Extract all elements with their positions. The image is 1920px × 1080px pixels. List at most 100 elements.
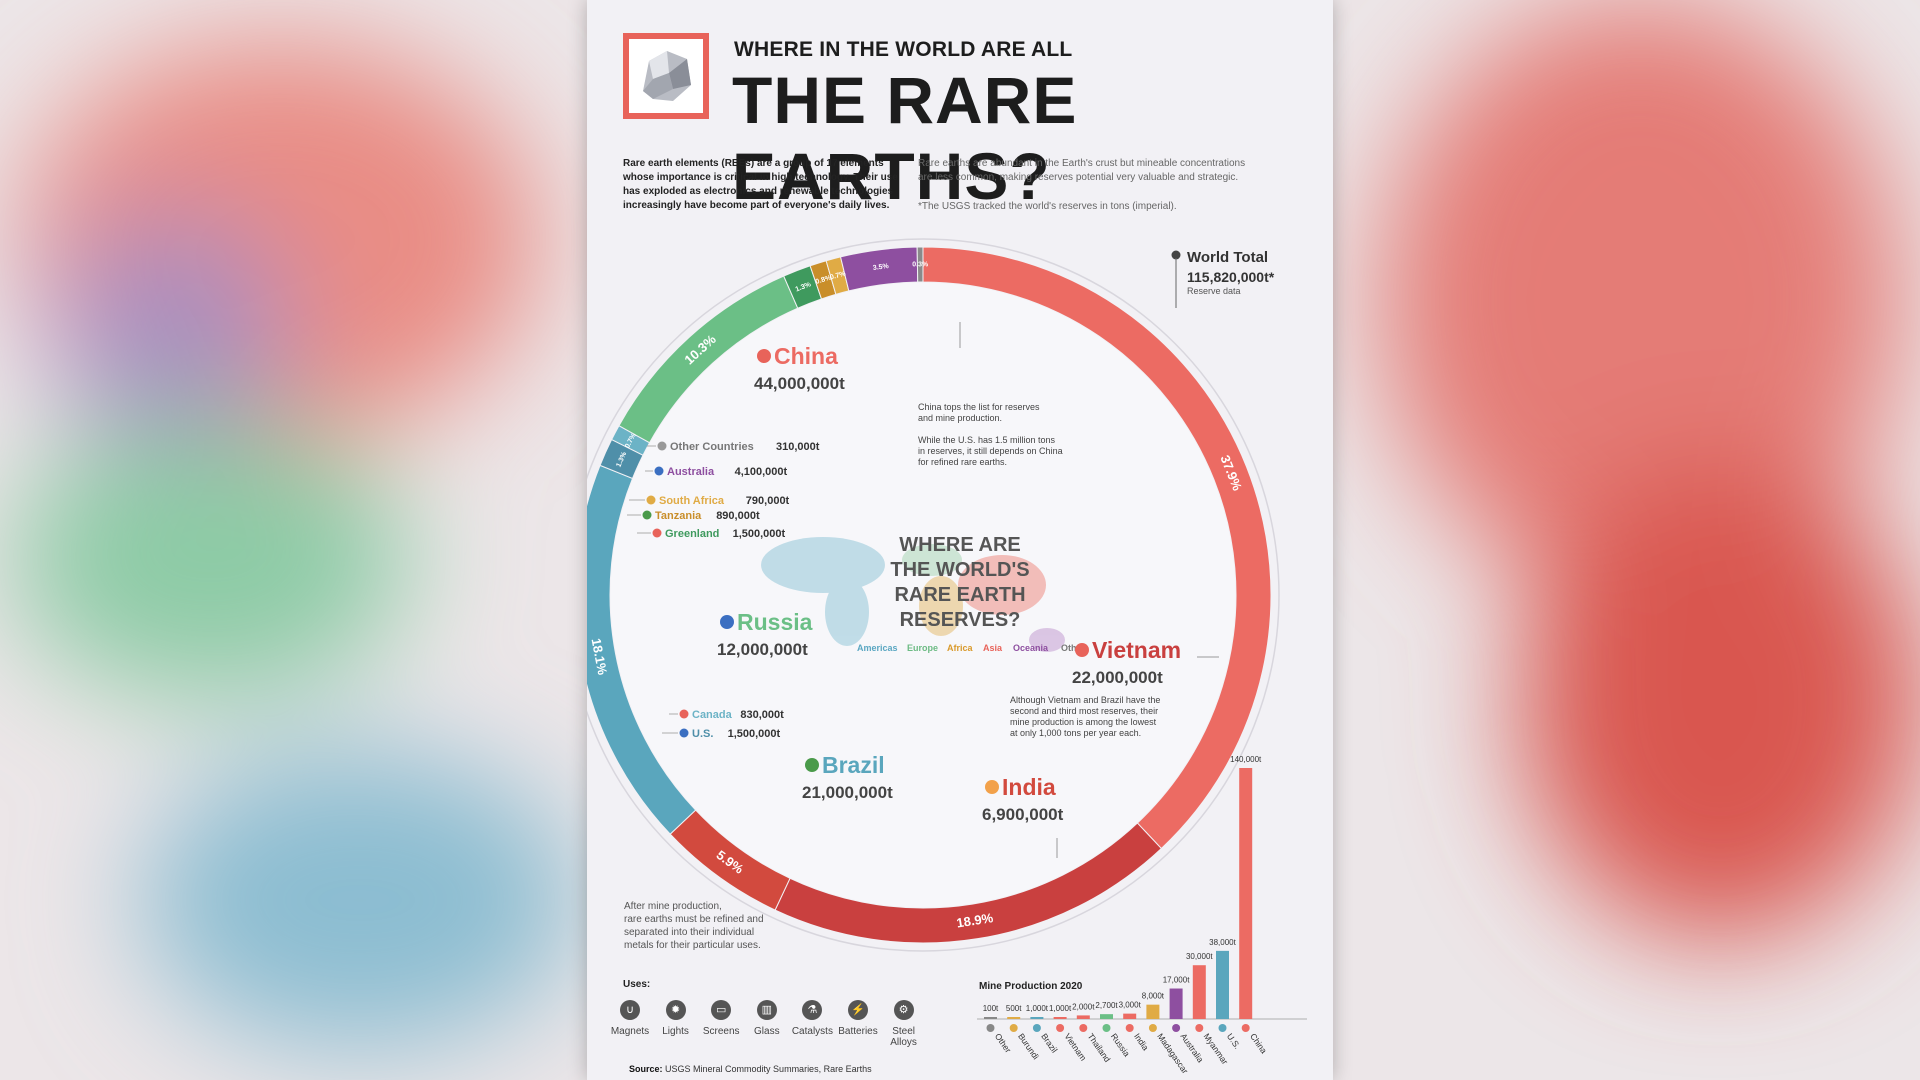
country-name-russia: Russia — [737, 609, 813, 635]
bar-value-label-other: 100t — [983, 1004, 999, 1013]
country-value-china: 44,000,000t — [754, 374, 845, 393]
china-note-line-1: and mine production. — [918, 413, 1002, 423]
bar-russia — [1100, 1014, 1113, 1019]
flag-canada — [679, 709, 689, 719]
donut-slice-other-countries — [916, 246, 924, 283]
bar-thailand — [1076, 1015, 1090, 1019]
lightbulb-icon: ✹ — [665, 1000, 686, 1020]
bar-flag-burundi — [1009, 1024, 1018, 1032]
bar-category-label-other: Other — [993, 1031, 1013, 1054]
flag-india — [985, 780, 999, 794]
bar-flag-china — [1241, 1024, 1250, 1032]
bar-flag-russia — [1102, 1024, 1111, 1032]
bar-category-label-burundi: Burundi — [1016, 1031, 1041, 1061]
pct-label-brazil: 18.1% — [589, 637, 611, 676]
bar-value-label-brazil: 1,000t — [1026, 1004, 1049, 1013]
bar-category-label-u-s: U.S. — [1225, 1031, 1243, 1050]
country-name-brazil: Brazil — [822, 752, 885, 778]
use-label-steel-alloys: Steel Alloys — [890, 1026, 917, 1048]
country-name-vietnam: Vietnam — [1092, 637, 1181, 663]
source-label: Source: — [629, 1064, 663, 1074]
china-note-line-5: for refined rare earths. — [918, 457, 1007, 467]
pct-label-other-countries: 0.3% — [912, 261, 929, 268]
bar-value-label-australia: 17,000t — [1163, 976, 1190, 985]
bar-other — [984, 1017, 997, 1019]
legend-americas: Americas — [857, 643, 898, 653]
map-landmass-2 — [902, 544, 962, 576]
use-screens: ▭ Screens — [699, 1000, 743, 1037]
bar-burundi — [1007, 1017, 1021, 1019]
legend-europe: Europe — [907, 643, 938, 653]
metal-rock-icon — [643, 51, 691, 101]
vietnam-note-line-2: mine production is among the lowest — [1010, 717, 1157, 727]
center-title-line-3: RARE EARTH — [894, 584, 1025, 606]
bar-value-label-madagascar: 8,000t — [1142, 992, 1165, 1001]
pct-label-tanzania: 0.8% — [815, 274, 833, 286]
flag-tanzania — [642, 510, 652, 520]
country-value-vietnam: 22,000,000t — [1072, 668, 1163, 687]
pct-label-vietnam: 18.9% — [955, 910, 994, 931]
screen-icon: ▭ — [711, 1000, 732, 1020]
bar-flag-brazil — [1032, 1024, 1041, 1032]
country-name-tanzania: Tanzania — [655, 510, 702, 522]
country-value-russia: 12,000,000t — [717, 640, 808, 659]
bar-madagascar — [1146, 1004, 1160, 1019]
bar-value-label-russia: 2,700t — [1095, 1001, 1118, 1010]
use-magnets: ∪ Magnets — [608, 1000, 652, 1037]
country-name-china: China — [774, 343, 838, 369]
use-label-glass: Glass — [754, 1026, 780, 1037]
use-glass: ▥ Glass — [745, 1000, 789, 1037]
bar-flag-madagascar — [1148, 1024, 1157, 1032]
rare-earth-logo — [623, 33, 709, 119]
flag-china — [757, 349, 771, 363]
magnet-icon: ∪ — [620, 1000, 640, 1020]
country-name-india: India — [1002, 774, 1056, 800]
china-note-line-4: in reserves, it still depends on China — [918, 446, 1063, 456]
country-value-south-africa: 790,000t — [746, 495, 790, 507]
flag-greenland — [652, 528, 662, 538]
flag-australia — [654, 466, 664, 476]
center-title-line-2: THE WORLD'S — [890, 559, 1029, 581]
world-map-illustration — [761, 537, 1065, 652]
map-landmass-0 — [761, 537, 885, 593]
bar-category-label-india: India — [1132, 1031, 1151, 1052]
bar-myanmar — [1192, 965, 1206, 1019]
page-title: THE RARE EARTHS? — [732, 63, 1078, 213]
country-name-greenland: Greenland — [665, 528, 719, 540]
bar-chart-title: Mine Production 2020 — [979, 981, 1083, 992]
bar-flag-thailand — [1079, 1024, 1088, 1032]
intro-right-text: Rare earths are abundant in the Earth's … — [918, 158, 1246, 183]
bar-flag-u-s — [1218, 1024, 1227, 1032]
map-landmass-3 — [919, 576, 963, 636]
bar-brazil — [1030, 1017, 1044, 1019]
pct-label-south-africa: 0.7% — [829, 270, 847, 281]
page-subtitle: WHERE IN THE WORLD ARE ALL — [734, 38, 1073, 61]
catalyst-icon: ⚗ — [802, 1000, 823, 1020]
flag-brazil — [805, 758, 819, 772]
bar-india — [1123, 1013, 1137, 1019]
country-value-australia: 4,100,000t — [735, 466, 788, 478]
use-label-lights: Lights — [662, 1026, 689, 1037]
bar-value-label-india: 3,000t — [1119, 1001, 1142, 1010]
intro-left-text: Rare earth elements (REEs) are a group o… — [623, 158, 898, 211]
center-title-line-4: RESERVES? — [900, 609, 1021, 631]
bar-value-label-u-s: 38,000t — [1209, 938, 1236, 947]
bar-category-label-china: China — [1248, 1031, 1269, 1055]
vietnam-note-line-1: second and third most reserves, their — [1010, 706, 1158, 716]
vietnam-note-line-3: at only 1,000 tons per year each. — [1010, 728, 1141, 738]
use-batteries: ⚡ Batteries — [836, 1000, 880, 1037]
world-total-dot — [1171, 250, 1181, 260]
country-value-brazil: 21,000,000t — [802, 783, 893, 802]
world-total-sub: Reserve data — [1187, 286, 1241, 296]
refine-note-line-1: rare earths must be refined and — [624, 914, 764, 925]
map-landmass-4 — [958, 555, 1046, 615]
use-label-catalysts: Catalysts — [791, 1026, 833, 1037]
use-steel-alloys: ⚙ Steel Alloys — [882, 1000, 926, 1048]
battery-icon: ⚡ — [848, 1000, 868, 1020]
china-note-line-0: China tops the list for reserves — [918, 402, 1040, 412]
use-label-screens: Screens — [702, 1026, 740, 1037]
legend-africa: Africa — [947, 643, 974, 653]
infographic-poster: WHERE IN THE WORLD ARE ALL THE RARE EART… — [587, 0, 1333, 1080]
bar-australia — [1169, 988, 1183, 1019]
bar-value-label-burundi: 500t — [1006, 1004, 1022, 1013]
